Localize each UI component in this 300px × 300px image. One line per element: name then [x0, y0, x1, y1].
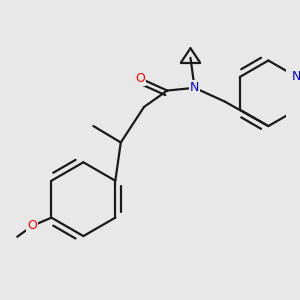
Text: O: O: [27, 219, 37, 232]
Text: N: N: [292, 70, 300, 83]
Text: O: O: [135, 72, 145, 85]
Text: N: N: [190, 81, 199, 94]
